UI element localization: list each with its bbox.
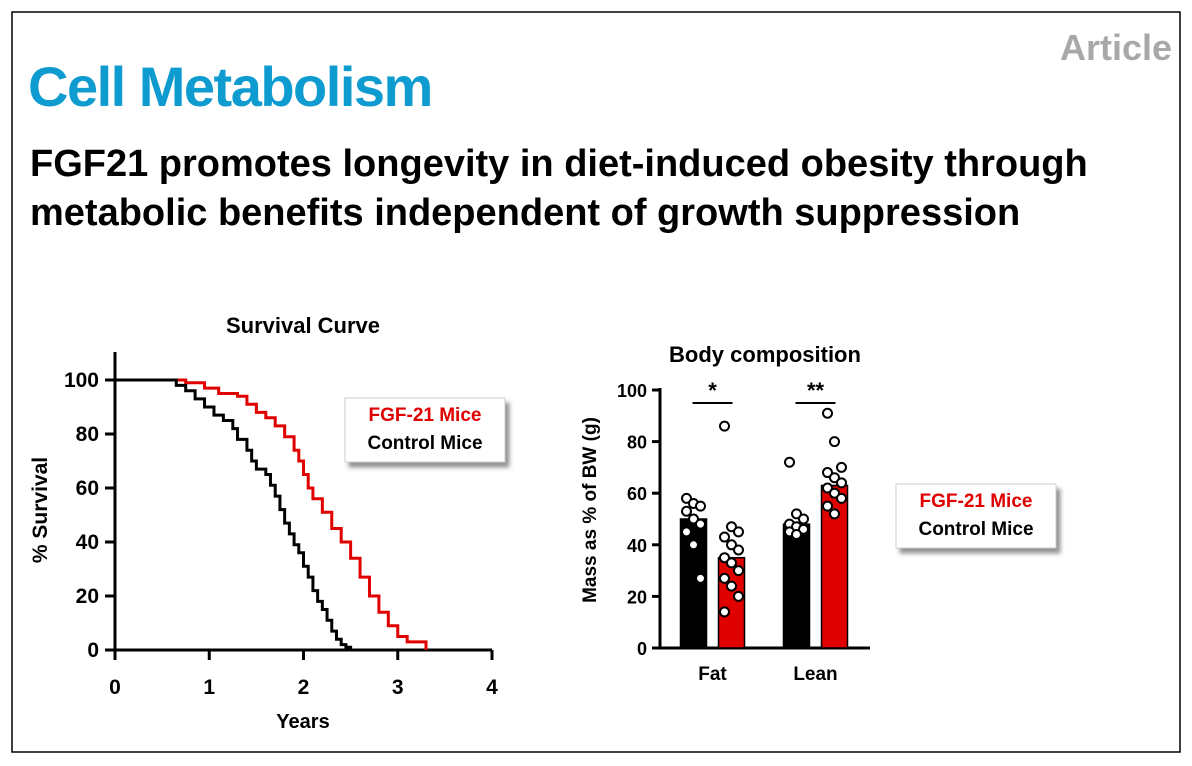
legend-box <box>344 397 506 463</box>
data-point <box>829 508 840 520</box>
x-tick-label: 3 <box>392 676 404 699</box>
y-tick-label: 0 <box>87 639 99 662</box>
x-axis-label: Years <box>276 711 329 733</box>
y-tick-label: 80 <box>627 433 647 453</box>
chart-title: Survival Curve <box>226 313 380 338</box>
headline: FGF21 promotes longevity in diet-induced… <box>30 143 1088 234</box>
data-point <box>688 539 699 551</box>
data-point <box>726 539 737 551</box>
data-point <box>791 508 802 520</box>
data-point <box>719 572 730 584</box>
data-point <box>695 518 706 530</box>
journal: Cell Metabolism <box>28 55 432 118</box>
legend-label: Control Mice <box>367 433 482 454</box>
legend: FGF-21 Mice Control Mice <box>895 483 1057 549</box>
bar <box>782 523 811 649</box>
data-point <box>681 492 692 504</box>
data-point <box>784 456 795 468</box>
y-tick-label: 60 <box>627 484 647 504</box>
legend-label: Control Mice <box>918 519 1033 540</box>
data-point <box>836 461 847 473</box>
data-point <box>822 500 833 512</box>
article-type: Article <box>1060 27 1172 68</box>
data-point <box>733 544 744 556</box>
data-point <box>681 505 692 517</box>
data-point <box>798 523 809 535</box>
data-point <box>829 436 840 448</box>
x-tick-label: Fat <box>698 664 727 685</box>
frame <box>11 11 1181 753</box>
data-point <box>836 477 847 489</box>
y-tick-label: 40 <box>627 536 647 556</box>
y-tick-label: 60 <box>76 477 99 500</box>
y-tick-label: 80 <box>76 423 99 446</box>
x-tick-label: 2 <box>298 676 310 699</box>
data-point <box>726 521 737 533</box>
data-point <box>836 492 847 504</box>
data-point <box>695 500 706 512</box>
data-point <box>681 526 692 538</box>
data-point <box>726 580 737 592</box>
data-point <box>719 531 730 543</box>
bar <box>820 484 849 649</box>
x-tick-label: 4 <box>486 676 498 699</box>
x-tick-label: Lean <box>793 664 837 685</box>
chart-title: Body composition <box>669 342 861 367</box>
survival-line <box>115 378 428 650</box>
data-point <box>719 420 730 432</box>
x-tick-label: 1 <box>203 676 215 699</box>
y-tick-label: 20 <box>627 587 647 607</box>
y-tick-label: 0 <box>637 639 647 659</box>
legend-label: FGF-21 Mice <box>369 405 482 426</box>
data-point <box>791 528 802 540</box>
data-point <box>688 513 699 525</box>
data-point <box>822 482 833 494</box>
legend-label: FGF-21 Mice <box>920 491 1033 512</box>
y-axis-label: % Survival <box>29 457 52 563</box>
survival-line <box>115 378 353 650</box>
data-point <box>733 526 744 538</box>
data-point <box>822 467 833 479</box>
data-point <box>719 606 730 618</box>
data-point <box>829 487 840 499</box>
legend-box <box>895 483 1057 549</box>
data-point <box>733 565 744 577</box>
y-tick-label: 100 <box>617 381 647 401</box>
y-axis-label: Mass as % of BW (g) <box>580 417 601 603</box>
significance-label: * <box>708 378 717 403</box>
y-tick-label: 40 <box>76 531 99 554</box>
legend: FGF-21 Mice Control Mice <box>344 397 506 463</box>
bar <box>679 518 708 649</box>
y-tick-label: 20 <box>76 585 99 608</box>
data-point <box>733 590 744 602</box>
data-point <box>829 472 840 484</box>
significance-label: ** <box>807 378 825 403</box>
data-point <box>822 407 833 419</box>
data-point <box>798 513 809 525</box>
data-point <box>695 572 706 584</box>
y-tick-label: 100 <box>64 369 99 392</box>
data-point <box>726 557 737 569</box>
x-tick-label: 0 <box>109 676 121 699</box>
data-point <box>719 552 730 564</box>
